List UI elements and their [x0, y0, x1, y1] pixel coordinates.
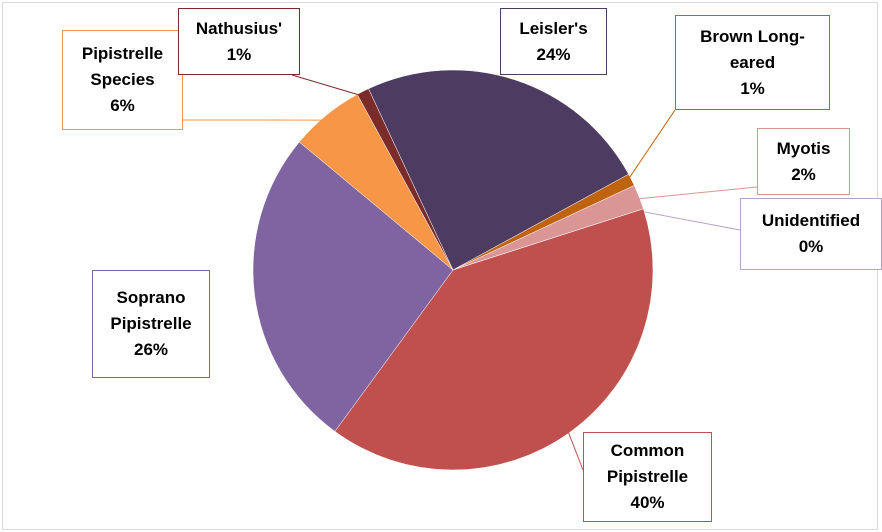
label-value: 1%: [740, 78, 765, 98]
label-category: Common Pipistrelle: [606, 441, 689, 486]
label-value: 24%: [536, 44, 571, 64]
label-category: Pipistrelle Species: [81, 44, 164, 89]
pie-slice: [252, 141, 454, 432]
label-category: Soprano Pipistrelle: [110, 288, 192, 333]
data-label: Leisler's 24%: [500, 8, 607, 75]
leader-line: [637, 210, 741, 231]
leader-line: [291, 74, 366, 98]
pie-slice: [334, 208, 654, 471]
label-category: Leisler's: [519, 18, 588, 38]
data-label: Soprano Pipistrelle 26%: [92, 270, 210, 378]
label-value: 6%: [110, 96, 135, 115]
leader-line: [633, 186, 758, 200]
leader-line: [566, 427, 584, 471]
data-label: Nathusius' 1%: [178, 8, 300, 75]
label-category: Nathusius': [195, 18, 283, 38]
label-category: Unidentified: [761, 211, 861, 230]
label-value: 40%: [630, 493, 665, 512]
pie-slice: [368, 69, 629, 271]
data-label: Common Pipistrelle 40%: [583, 432, 712, 522]
label-value: 26%: [133, 340, 169, 359]
data-label: Unidentified 0%: [740, 198, 882, 270]
data-label: Myotis 2%: [757, 128, 850, 195]
label-category: Myotis: [776, 138, 831, 158]
label-category: Brown Long-eared: [700, 26, 805, 72]
label-value: 2%: [791, 164, 816, 184]
leader-line: [625, 109, 676, 183]
label-value: 1%: [226, 44, 252, 64]
data-label: Pipistrelle Species 6%: [62, 30, 183, 130]
label-value: 0%: [798, 237, 824, 256]
data-label: Brown Long-eared 1%: [675, 15, 830, 110]
